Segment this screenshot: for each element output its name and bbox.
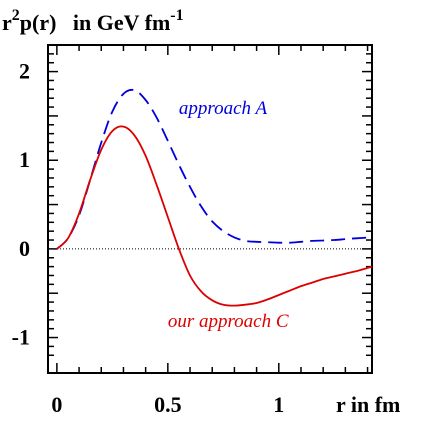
- series-line-approach-a: [56, 88, 373, 250]
- y-label-middle: p(r) in GeV fm: [20, 10, 171, 35]
- y-tick-label: -1: [12, 325, 30, 350]
- annotation-layer: approach A our approach C: [168, 98, 289, 332]
- y-tick-label: 1: [19, 147, 30, 172]
- x-tick-label: 1: [273, 392, 284, 417]
- x-tick-label: 0.5: [154, 392, 182, 417]
- y-label-superscript-2: -1: [170, 7, 183, 24]
- tick-labels: 0 0.5 1 -1 0 1 2: [12, 59, 285, 417]
- y-tick-label: 0: [19, 236, 30, 261]
- x-axis-label: r in fm: [336, 392, 400, 417]
- series-annotation: our approach C: [168, 311, 289, 332]
- x-tick-label: 0: [51, 392, 62, 417]
- tick-marks: [48, 45, 372, 373]
- y-tick-label: 2: [19, 59, 30, 84]
- y-axis-label: r2p(r) in GeV fm-1: [2, 7, 184, 35]
- y-label-superscript-1: 2: [12, 7, 20, 24]
- y-label-base: r: [2, 10, 12, 35]
- plot-frame: [47, 44, 373, 374]
- series-line-approach-c: [56, 125, 373, 307]
- series-layer: [56, 88, 373, 307]
- series-annotation: approach A: [179, 98, 268, 119]
